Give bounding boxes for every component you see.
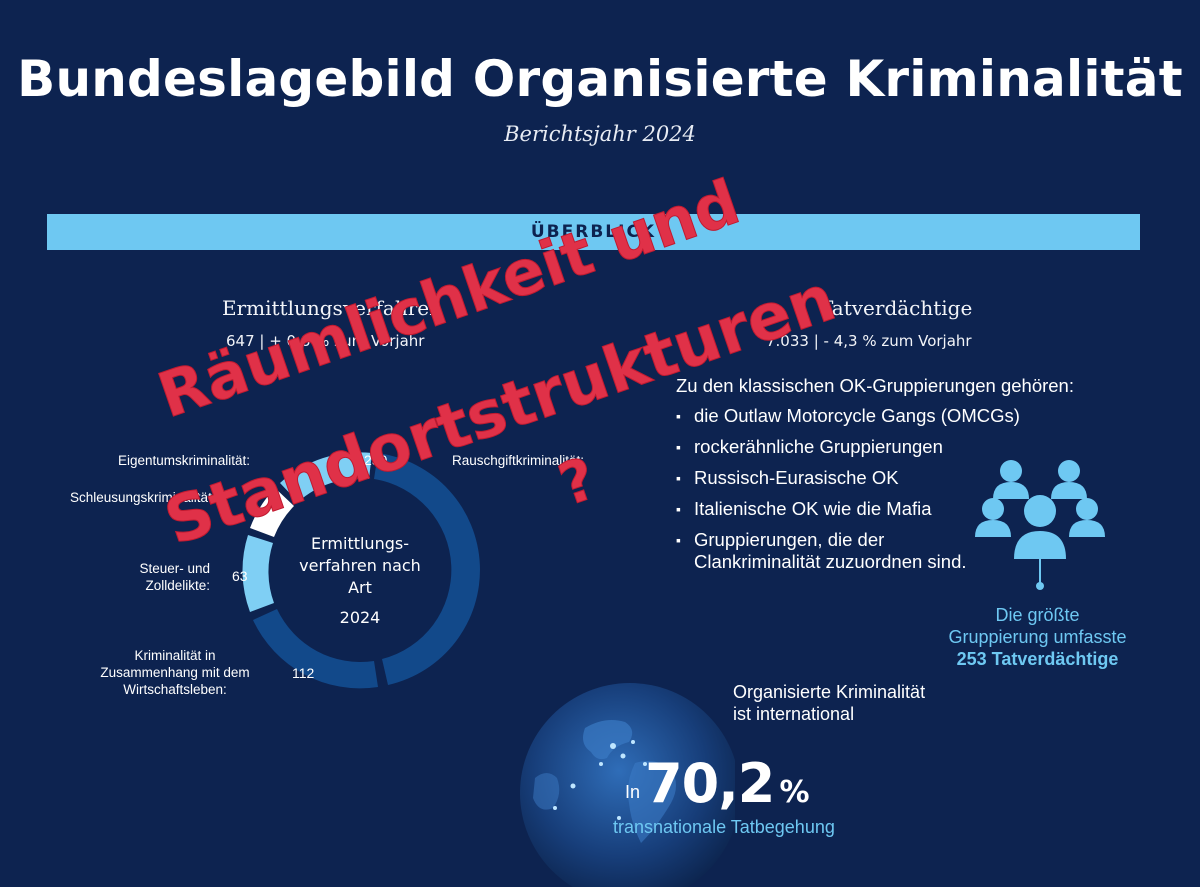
list-item: Russisch-Eurasische OK: [676, 467, 1020, 489]
transnational-percentage: In 70,2 %: [625, 752, 810, 815]
report-year: Berichtsjahr 2024: [504, 122, 696, 146]
biggest-group-line2: Gruppierung umfasste: [948, 627, 1127, 647]
donut-label-rauschgift: Rauschgiftkriminalität:: [452, 453, 585, 468]
list-item: die Outlaw Motorcycle Gangs (OMCGs): [676, 405, 1020, 427]
donut-value-rauschgift: 259: [364, 452, 388, 468]
donut-label-steuer-line1: Steuer- und: [139, 561, 210, 576]
list-item: Italienische OK wie die Mafia: [676, 498, 1020, 520]
international-line1: Organisierte Kriminalität: [733, 682, 926, 702]
biggest-group-text: Die größte Gruppierung umfasste 253 Tatv…: [915, 604, 1160, 670]
donut-label-eigentum: Eigentumskriminalität:: [118, 453, 251, 468]
list-item-line2: Clankriminalität zuzuordnen sind.: [694, 551, 967, 572]
donut-center-line1: Ermittlungs-: [311, 534, 409, 553]
donut-label-wirtschaft: Kriminalität in Zusammenhang mit dem Wir…: [90, 647, 260, 698]
stat-suspects-heading: Tatverdächtige: [820, 296, 973, 320]
donut-label-schleusung: Schleusungskriminalität:: [70, 490, 216, 505]
donut-value-wirtschaft: 112: [292, 665, 315, 681]
donut-label-wirtschaft-line2: Zusammenhang mit dem: [100, 665, 250, 680]
donut-label-steuer: Steuer- und Zolldelikte:: [130, 560, 210, 594]
people-group-icon: [975, 460, 1105, 590]
donut-segment-eigentum: [280, 452, 372, 502]
donut-center-label: Ermittlungs- verfahren nach Art 2024: [285, 533, 435, 629]
percentage-value: 70,2: [645, 752, 775, 815]
donut-segment-steuer: [242, 535, 274, 612]
list-item: rockerähnliche Gruppierungen: [676, 436, 1020, 458]
donut-segment-wirtschaft: [253, 609, 378, 689]
donut-label-wirtschaft-line1: Kriminalität in: [134, 648, 216, 663]
stat-procedures-heading: Ermittlungsverfahren: [222, 296, 442, 320]
overview-banner-label: ÜBERBLICK: [530, 222, 657, 242]
transnational-caption: transnationale Tatbegehung: [613, 817, 835, 837]
stat-suspects-value: 7.033 | - 4,3 % zum Vorjahr: [766, 332, 972, 350]
groups-intro: Zu den klassischen OK-Gruppierungen gehö…: [676, 375, 1074, 396]
list-item-line1: Gruppierungen, die der: [694, 529, 885, 550]
biggest-group-line1: Die größte: [995, 605, 1080, 625]
donut-label-steuer-line2: Zolldelikte:: [145, 578, 210, 593]
stat-procedures-value: 647 | + 0,8 % zum Vorjahr: [226, 332, 425, 350]
international-text: Organisierte Kriminalität ist internatio…: [733, 681, 925, 725]
overview-banner: ÜBERBLICK: [47, 214, 1140, 250]
donut-segment-rauschgift: [374, 453, 480, 685]
international-line2: ist international: [733, 704, 855, 724]
groups-list: die Outlaw Motorcycle Gangs (OMCGs) rock…: [676, 405, 1020, 573]
donut-label-wirtschaft-line3: Wirtschaftsleben:: [123, 682, 227, 697]
biggest-group-line3: 253 Tatverdächtige: [956, 649, 1119, 669]
donut-center-line2: verfahren nach Art: [299, 556, 421, 597]
procedures-donut-chart: [242, 452, 480, 689]
donut-center-year: 2024: [339, 608, 381, 627]
page-title: Bundeslagebild Organisierte Kriminalität: [17, 50, 1183, 108]
globe-icon: [520, 683, 735, 887]
donut-value-steuer: 63: [232, 568, 248, 584]
list-item: Gruppierungen, die der Clankriminalität …: [676, 529, 1020, 573]
percentage-sign: %: [779, 775, 810, 810]
percentage-prefix: In: [625, 782, 641, 802]
donut-segment-schleusung: [250, 488, 294, 537]
